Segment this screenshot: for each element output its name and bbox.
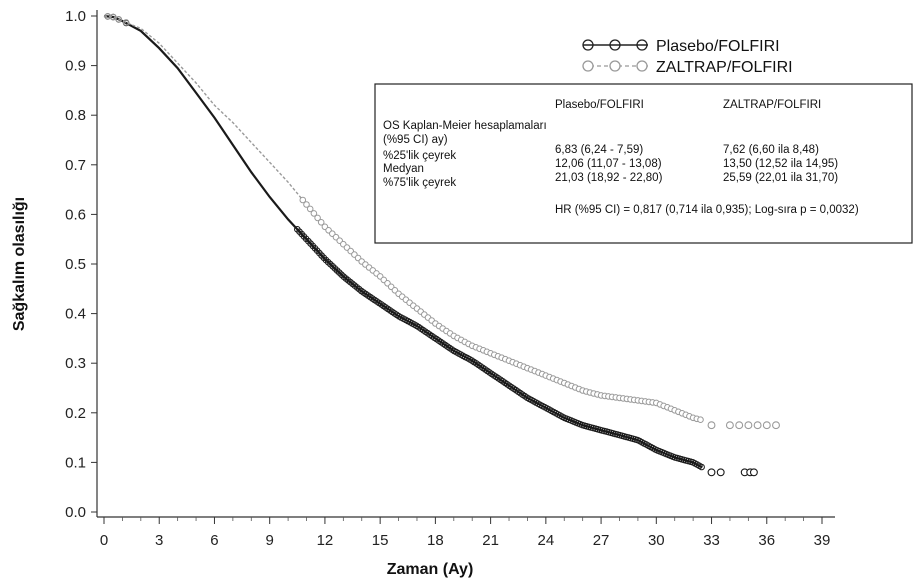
censor-marker-tail [735,421,744,430]
censor-marker-tail [753,421,762,430]
censor-marker [331,265,339,272]
x-tick-label: 6 [210,532,218,549]
x-tick-label: 9 [266,532,274,549]
x-tick-label: 15 [372,532,389,549]
minor-ticks [122,517,804,521]
censor-marker-tail [707,421,716,430]
legend-label-placebo: Plasebo/FOLFIRI [656,38,780,55]
x-tick-label: 3 [155,532,163,549]
y-tick-label: 1.0 [65,8,86,25]
x-tick-label: 27 [593,532,610,549]
legend: Plasebo/FOLFIRI ZALTRAP/FOLFIRI [582,38,793,76]
censor-marker-tail [716,468,725,477]
y-tick-label: 0.7 [65,157,86,174]
x-tick-label: 30 [648,532,665,549]
series-zaltrap [103,13,780,430]
series-line [103,15,703,421]
legend-item-placebo: Plasebo/FOLFIRI [582,38,780,55]
table-cell: 13,50 (12,52 ila 14,95) [723,158,838,170]
censor-marker [306,205,314,213]
censor-marker [322,256,330,264]
censor-marker [317,219,325,226]
table-header-placebo: Plasebo/FOLFIRI [555,99,644,111]
x-axis-ticks: 0 3 6 9 12 15 18 21 24 27 30 33 36 39 [100,517,831,549]
y-tick-label: 0.3 [65,355,86,372]
x-tick-label: 24 [538,532,555,549]
censor-marker-tail [707,468,716,477]
censor-marker [314,214,321,222]
table-row-label: %25'lik çeyrek [383,150,456,162]
x-tick-label: 12 [317,532,334,549]
censor-marker [329,263,337,270]
series-placebo [103,13,758,477]
censor-marker [697,416,704,424]
censor-marker [338,271,345,279]
legend-label-zaltrap: ZALTRAP/FOLFIRI [656,59,793,76]
x-tick-label: 39 [814,532,831,549]
table-section-sublabel: (%95 CI) ay) [383,134,448,146]
censor-marker-tail [725,421,734,430]
x-tick-label: 33 [703,532,720,549]
censor-marker-tail [772,421,780,430]
censor-marker [698,463,705,471]
censor-marker [324,258,332,266]
table-row-label: %75'lik çeyrek [383,177,456,189]
table-row-label: Medyan [383,163,424,175]
y-tick-label: 0.5 [65,256,86,273]
y-tick-label: 0.8 [65,107,86,124]
censor-marker [115,16,122,23]
legend-item-zaltrap: ZALTRAP/FOLFIRI [582,59,793,76]
censor-marker [109,13,117,21]
x-axis-title: Zaman (Ay) [387,561,474,578]
table-hr-text: HR (%95 CI) = 0,817 (0,714 ila 0,935); L… [555,204,859,216]
y-axis-ticks: 0.0 0.1 0.2 0.3 0.4 0.5 0.6 0.7 0.8 0.9 1.0 [65,8,97,521]
x-tick-label: 0 [100,532,108,549]
table-cell: 25,59 (22,01 ila 31,70) [723,172,838,184]
series-layer [103,13,780,477]
results-table: Plasebo/FOLFIRI ZALTRAP/FOLFIRI OS Kapla… [374,83,913,244]
x-tick-label: 36 [758,532,775,549]
censor-marker [122,19,130,26]
x-tick-label: 21 [482,532,499,549]
table-cell: 12,06 (11,07 - 13,08) [555,158,662,170]
table-cell: 6,83 (6,24 - 7,59) [555,144,643,156]
table-cell: 21,03 (18,92 - 22,80) [555,172,663,184]
table-header-zaltrap: ZALTRAP/FOLFIRI [723,99,821,111]
censor-marker-tail [762,421,771,430]
x-tick-label: 18 [427,532,444,549]
censor-marker [310,210,318,217]
y-tick-label: 0.6 [65,206,86,223]
censor-marker-tail [749,468,758,477]
y-tick-label: 0.1 [65,454,86,471]
y-axis-title: Sağkalım olasılığı [11,197,28,331]
results-table-box [374,83,913,244]
y-tick-label: 0.0 [65,504,86,521]
table-cell: 7,62 (6,60 ila 8,48) [723,144,819,156]
censor-marker-tail [744,421,753,430]
censor-marker [333,267,341,274]
y-tick-label: 0.4 [65,306,86,323]
censor-marker [336,269,343,276]
y-tick-label: 0.2 [65,405,86,422]
table-section-label: OS Kaplan-Meier hesaplamaları [383,120,547,132]
censor-marker [303,201,310,208]
censor-marker [299,196,307,204]
y-tick-label: 0.9 [65,58,86,75]
